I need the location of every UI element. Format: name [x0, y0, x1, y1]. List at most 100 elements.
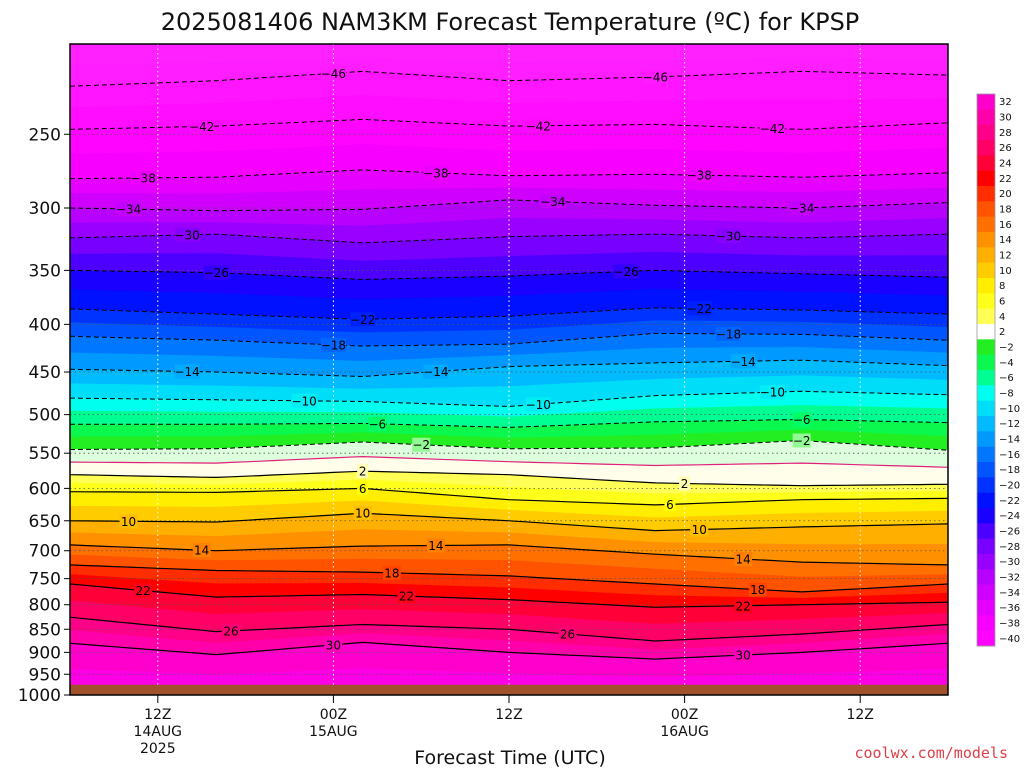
colorbar-label: 18	[999, 205, 1012, 216]
isotherm-label: −14	[423, 365, 448, 379]
x-tick-label: 16AUG	[660, 724, 709, 740]
isotherm-label-bg	[748, 582, 767, 597]
isotherm-label: −10	[291, 394, 316, 408]
colorbar-label: 8	[999, 281, 1005, 292]
colorbar-label: 20	[999, 189, 1012, 200]
colorbar-label: 16	[999, 220, 1012, 231]
colorbar-swatch	[977, 324, 995, 340]
colorbar-label: −38	[999, 619, 1020, 630]
colorbar-label: −30	[999, 557, 1020, 568]
colorbar-swatch	[977, 216, 995, 233]
isotherm-label-bg	[423, 165, 449, 180]
isotherm-label: −34	[789, 202, 814, 216]
colorbar-swatch	[977, 370, 995, 386]
isotherm-label: −42	[526, 119, 551, 133]
colorbar-swatch	[977, 247, 995, 263]
isotherm-label-bg	[734, 648, 753, 663]
isotherm--14	[70, 359, 948, 378]
y-tick-label: 900	[29, 643, 61, 663]
colorbar-swatch	[977, 492, 995, 509]
colorbar-swatch	[977, 523, 995, 539]
y-tick-label: 750	[29, 570, 61, 590]
isotherm-label: −46	[321, 67, 346, 81]
isotherm-label-bg	[353, 506, 372, 521]
colorbar-swatch	[977, 186, 995, 202]
colorbar-label: −10	[999, 404, 1020, 415]
isotherm-label-bg	[759, 121, 785, 136]
isotherm-2	[70, 470, 948, 487]
freezing-line	[70, 455, 948, 468]
colorbar-label: −40	[999, 634, 1020, 645]
colorbar: 32 30 28 26 24 22 20 18 16 14 12 10 8 6 4 2 −2 −4 −6 −8 −10 −…	[976, 93, 1020, 647]
isotherm-label: −34	[116, 203, 141, 217]
isotherm-label-bg	[119, 514, 138, 529]
colorbar-label: 32	[999, 97, 1012, 108]
isotherm-label-bg	[664, 497, 676, 512]
isotherm-label: −18	[716, 327, 741, 341]
isotherm-label-bg	[613, 264, 639, 279]
isotherm-label-bg	[730, 354, 756, 369]
isotherm-label: 26	[560, 627, 575, 641]
colorbar-swatch	[977, 124, 995, 141]
isotherm-label-bg	[192, 543, 211, 558]
isotherm-label-bg	[357, 464, 369, 479]
isotherm-label: 2	[359, 465, 367, 479]
colorbar-label: −2	[999, 343, 1014, 354]
isotherm-label-bg	[734, 598, 753, 613]
colorbar-label: 6	[999, 297, 1005, 308]
colorbar-label: −36	[999, 603, 1020, 614]
colorbar-swatch	[977, 201, 995, 217]
isotherm-label-bg	[686, 168, 712, 183]
colorbar-label: 26	[999, 143, 1012, 154]
colorbar-swatch	[977, 354, 995, 371]
colorbar-label: −8	[999, 389, 1014, 400]
isotherm-label: −42	[189, 120, 214, 134]
isotherm-label: −22	[350, 313, 375, 327]
x-tick-label: 00Z	[671, 707, 698, 723]
isotherm-label: −22	[687, 302, 712, 316]
y-tick-label: 700	[29, 542, 61, 562]
isotherm-label-bg	[324, 637, 343, 652]
colorbar-swatch	[977, 630, 995, 647]
isotherm-label-bg	[525, 397, 551, 412]
colorbar-label: −26	[999, 527, 1020, 538]
colorbar-swatch	[977, 400, 995, 417]
colorbar-swatch	[977, 94, 995, 110]
colorbar-label: 22	[999, 174, 1012, 185]
colorbar-swatch	[977, 155, 995, 171]
colorbar-swatch	[977, 538, 995, 555]
isotherm-label-bg	[397, 589, 416, 604]
colorbar-swatch	[977, 615, 995, 631]
colorbar-swatch	[977, 462, 995, 478]
colorbar-swatch	[977, 278, 995, 294]
isotherm-label-bg	[686, 301, 712, 316]
isotherm-label-bg	[525, 118, 551, 133]
isotherm-label-bg	[412, 437, 431, 452]
isotherm-label-bg	[130, 170, 156, 185]
colorbar-swatch	[977, 140, 995, 156]
isotherm-label-bg	[116, 202, 142, 217]
isotherm-label: −38	[131, 171, 156, 185]
y-tick-label: 300	[29, 199, 61, 219]
isotherm-label: −2	[793, 434, 811, 448]
colorbar-swatch	[977, 339, 995, 355]
isotherm-label-bg	[540, 194, 566, 209]
colorbar-label: −22	[999, 496, 1020, 507]
y-tick-label: 650	[29, 512, 61, 532]
isotherm-label-bg	[189, 119, 215, 134]
colorbar-label: −4	[999, 358, 1014, 369]
isotherm-label: −30	[174, 228, 199, 242]
colorbar-swatch	[977, 431, 995, 447]
isotherm-label-bg	[792, 433, 811, 448]
isotherm-label: −14	[730, 355, 755, 369]
x-tick-label: 12Z	[846, 707, 873, 723]
isotherm-label: −34	[540, 195, 565, 209]
isotherm-label: −6	[793, 413, 811, 427]
y-tick-label: 450	[29, 363, 61, 383]
y-tick-label: 600	[29, 479, 61, 499]
colorbar-swatch	[977, 262, 995, 279]
y-tick-label: 1000	[18, 686, 61, 706]
colorbar-swatch	[977, 109, 995, 125]
isotherm--42	[70, 118, 948, 130]
